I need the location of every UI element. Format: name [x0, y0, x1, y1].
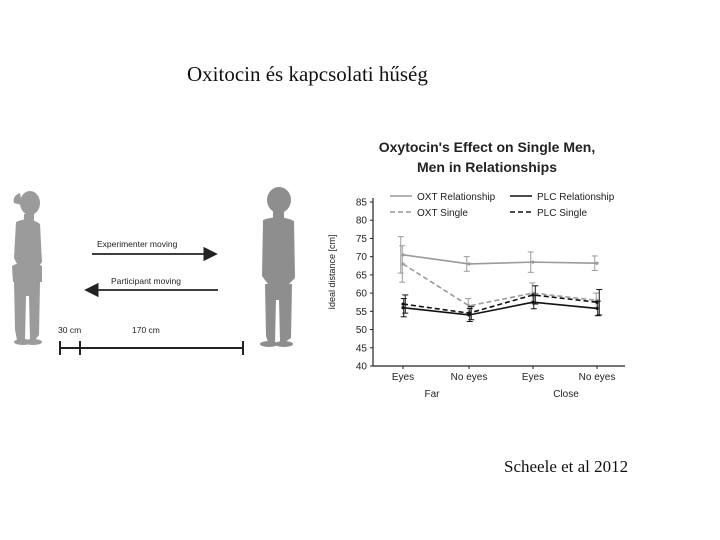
data-point	[401, 262, 405, 266]
x-category-label: Eyes	[392, 372, 414, 383]
series-line	[402, 294, 598, 314]
chart-title-line1: Oxytocin's Effect on Single Men,	[379, 139, 595, 155]
data-point	[467, 311, 471, 315]
x-category-label: No eyes	[579, 372, 616, 383]
y-tick-label: 80	[356, 216, 368, 227]
oxytocin-chart: Oxytocin's Effect on Single Men, Men in …	[327, 139, 625, 400]
data-point	[531, 260, 535, 264]
legend-label: PLC Relationship	[537, 192, 615, 203]
data-point	[595, 306, 599, 311]
series-line	[402, 301, 598, 316]
chart-title-line2: Men in Relationships	[417, 159, 557, 175]
y-tick-label: 40	[356, 362, 368, 373]
y-tick-label: 70	[356, 252, 368, 263]
scale-170cm-label: 170 cm	[132, 325, 160, 335]
y-tick-label: 50	[356, 325, 368, 336]
y-tick-label: 55	[356, 307, 368, 318]
man-figure-icon	[260, 187, 295, 347]
y-tick-label: 45	[356, 343, 368, 354]
data-point	[595, 300, 599, 304]
data-point	[401, 302, 405, 306]
legend-label: OXT Relationship	[417, 192, 496, 203]
citation: Scheele et al 2012	[504, 457, 629, 476]
chart-y-axis-label: Ideal distance [cm]	[327, 234, 337, 309]
x-group-label: Far	[425, 389, 441, 400]
woman-figure-icon	[12, 191, 42, 345]
data-point	[401, 306, 405, 310]
participant-moving-label: Participant moving	[111, 276, 181, 286]
y-tick-label: 60	[356, 289, 368, 300]
y-tick-label: 85	[356, 198, 368, 209]
legend-label: PLC Single	[537, 208, 587, 219]
experimenter-moving-label: Experimenter moving	[97, 239, 178, 249]
x-category-label: Eyes	[522, 372, 544, 383]
x-category-label: No eyes	[451, 372, 488, 383]
distance-scale	[59, 341, 244, 355]
data-point	[531, 300, 535, 304]
data-point	[467, 262, 471, 266]
y-tick-label: 65	[356, 270, 368, 281]
data-point	[531, 293, 535, 297]
x-group-label: Close	[553, 389, 579, 400]
slide-title: Oxitocin és kapcsolati hűség	[187, 62, 428, 86]
scale-30cm-label: 30 cm	[58, 325, 81, 335]
data-point	[595, 261, 599, 265]
series-line	[402, 254, 598, 265]
legend-label: OXT Single	[417, 208, 468, 219]
y-tick-label: 75	[356, 234, 368, 245]
